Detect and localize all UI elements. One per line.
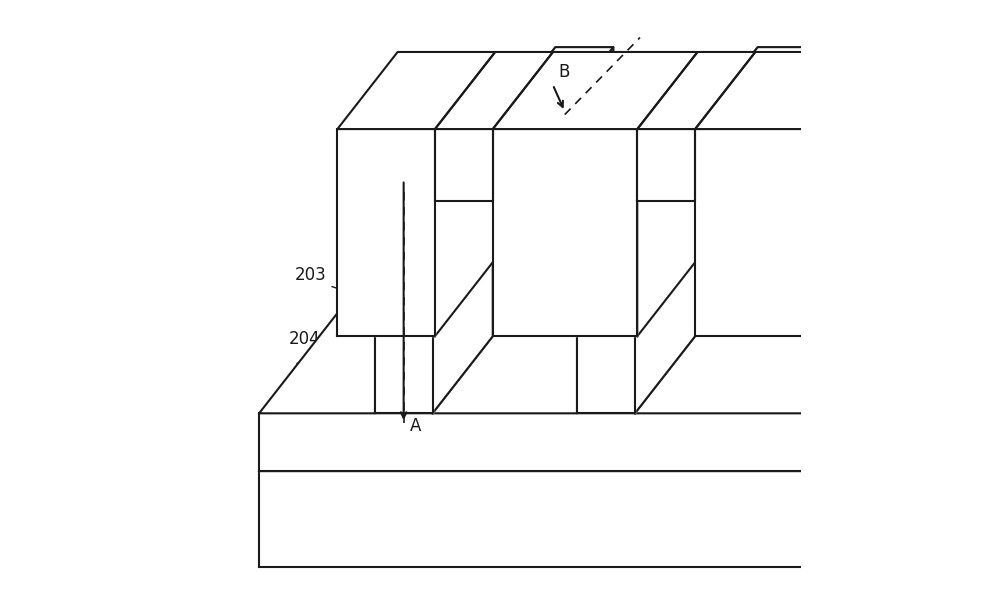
Polygon shape: [375, 278, 433, 302]
Polygon shape: [435, 129, 493, 201]
Polygon shape: [577, 201, 695, 278]
Text: {: {: [321, 325, 339, 353]
Polygon shape: [807, 52, 867, 336]
Polygon shape: [637, 52, 755, 129]
Polygon shape: [495, 148, 553, 259]
Polygon shape: [635, 71, 816, 413]
Polygon shape: [698, 47, 816, 124]
Polygon shape: [375, 302, 433, 413]
Polygon shape: [375, 201, 493, 278]
Polygon shape: [433, 226, 493, 413]
Polygon shape: [577, 302, 635, 413]
Polygon shape: [635, 201, 695, 302]
Text: 200: 200: [0, 604, 1, 605]
Polygon shape: [635, 47, 816, 302]
Polygon shape: [755, 47, 816, 148]
Polygon shape: [837, 240, 1000, 567]
Text: A: A: [410, 417, 421, 435]
Polygon shape: [433, 201, 493, 302]
Polygon shape: [375, 47, 613, 278]
Polygon shape: [495, 47, 613, 124]
Polygon shape: [698, 71, 816, 148]
Text: 201: 201: [0, 604, 1, 605]
Polygon shape: [698, 148, 755, 259]
Polygon shape: [637, 129, 695, 201]
Polygon shape: [435, 52, 553, 129]
Polygon shape: [577, 302, 635, 413]
Polygon shape: [433, 71, 613, 413]
Polygon shape: [495, 124, 553, 148]
Polygon shape: [493, 52, 698, 129]
Polygon shape: [577, 278, 635, 302]
Polygon shape: [695, 129, 807, 336]
Polygon shape: [695, 52, 755, 201]
Polygon shape: [577, 71, 816, 302]
Polygon shape: [493, 52, 553, 201]
Text: 210: 210: [0, 604, 1, 605]
Polygon shape: [553, 71, 613, 259]
Polygon shape: [577, 226, 695, 302]
Polygon shape: [259, 413, 837, 471]
Polygon shape: [375, 302, 433, 413]
Polygon shape: [375, 226, 493, 302]
Polygon shape: [375, 278, 433, 302]
Polygon shape: [259, 471, 837, 567]
Polygon shape: [493, 129, 637, 336]
Polygon shape: [553, 47, 613, 148]
Polygon shape: [337, 129, 435, 336]
Text: 202: 202: [295, 353, 370, 379]
Polygon shape: [637, 52, 698, 336]
Polygon shape: [433, 47, 613, 302]
Polygon shape: [577, 47, 816, 278]
Polygon shape: [259, 182, 1000, 413]
Polygon shape: [337, 52, 495, 129]
Polygon shape: [695, 52, 867, 129]
Polygon shape: [375, 71, 613, 302]
Polygon shape: [495, 71, 613, 148]
Polygon shape: [577, 278, 635, 302]
Polygon shape: [435, 52, 495, 336]
Text: B: B: [559, 64, 570, 82]
Polygon shape: [837, 182, 1000, 471]
Polygon shape: [698, 124, 755, 148]
Text: 203: 203: [295, 266, 370, 295]
Polygon shape: [635, 226, 695, 413]
Text: 204: 204: [289, 330, 321, 348]
Polygon shape: [259, 240, 1000, 471]
Polygon shape: [755, 71, 816, 259]
